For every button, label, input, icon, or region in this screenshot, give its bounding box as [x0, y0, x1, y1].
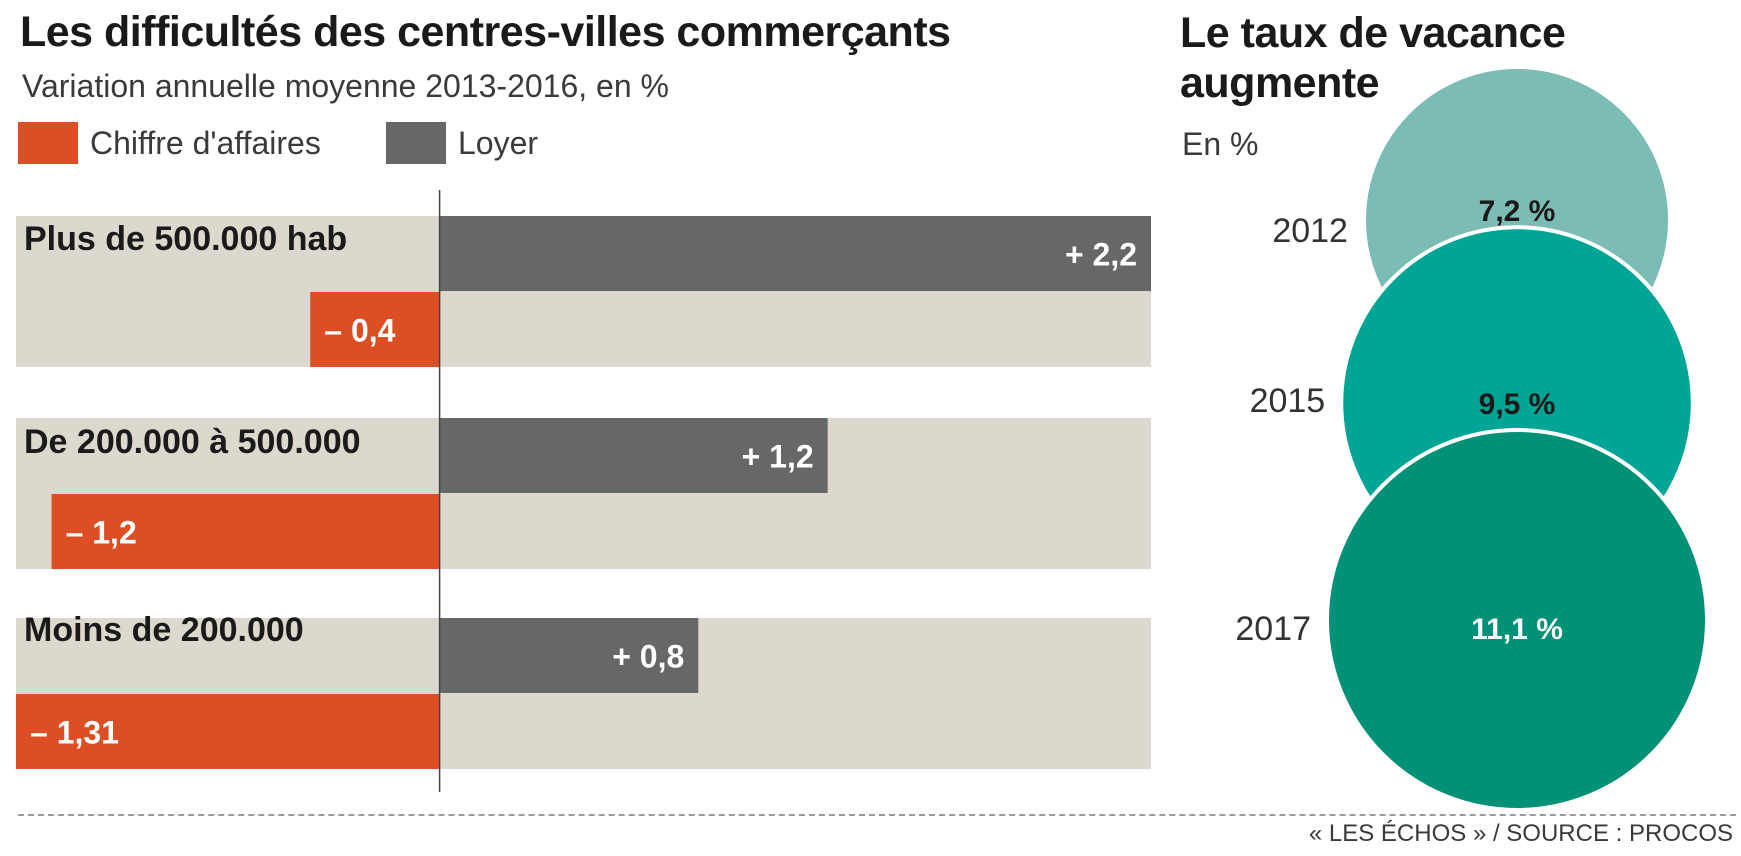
- bubble-chart-title: Le taux de vacance augmente: [1180, 8, 1566, 108]
- bar-chiffre-affaires-group-3: [16, 694, 440, 769]
- bar-chiffre-affaires-group-2: [51, 494, 440, 569]
- bubble-chart-unit: En %: [1182, 126, 1259, 162]
- legend-label-chiffre-affaires: Chiffre d'affaires: [90, 124, 321, 161]
- bubble-value-2015: 9,5 %: [1479, 388, 1556, 421]
- bar-chart: + 2,2 – 0,4 Plus de 500.000 hab + 1,2 – 1,2 D…: [16, 190, 1151, 792]
- legend-item-loyer: Loyer: [386, 122, 538, 164]
- year-label-2017: 2017: [1235, 610, 1311, 648]
- legend-item-chiffre-affaires: Chiffre d'affaires: [18, 122, 321, 164]
- source-credit: « LES ÉCHOS » / SOURCE : PROCOS: [1308, 820, 1733, 847]
- data-label-loyer-group-3: + 0,8: [612, 639, 684, 675]
- data-label-chiffre-affaires-group-2: – 1,2: [66, 515, 137, 551]
- footer-separator: [18, 814, 1736, 816]
- legend-swatch-chiffre-affaires: [18, 122, 78, 164]
- bubble-chart: 2012 7,2 % 2015 9,5 % 2017 11,1 %: [1235, 64, 1709, 810]
- year-label-2012: 2012: [1272, 212, 1348, 250]
- bar-loyer-group-1: [439, 216, 1151, 291]
- bubble-value-2012: 7,2 %: [1479, 195, 1556, 228]
- chart-subtitle: Variation annuelle moyenne 2013-2016, en…: [22, 68, 669, 104]
- bubble-chart-title-line2: augmente: [1180, 59, 1380, 107]
- data-label-chiffre-affaires-group-1: – 0,4: [324, 313, 395, 349]
- bar-chiffre-affaires-group-1: [310, 292, 440, 367]
- category-label-group-3: Moins de 200.000: [24, 611, 304, 649]
- chart-title: Les difficultés des centres-villes comme…: [20, 8, 951, 56]
- category-label-group-2: De 200.000 à 500.000: [24, 423, 361, 461]
- data-label-loyer-group-1: + 2,2: [1065, 237, 1137, 273]
- data-label-chiffre-affaires-group-3: – 1,31: [30, 715, 119, 751]
- legend-label-loyer: Loyer: [458, 124, 539, 161]
- bubble-2017: [1325, 428, 1709, 810]
- category-label-group-1: Plus de 500.000 hab: [24, 220, 347, 258]
- bubble-value-2017: 11,1 %: [1471, 613, 1563, 646]
- bubble-chart-title-line1: Le taux de vacance: [1180, 9, 1566, 57]
- year-label-2015: 2015: [1250, 382, 1326, 420]
- bar-loyer-group-2: [439, 418, 828, 493]
- data-label-loyer-group-2: + 1,2: [742, 439, 814, 475]
- bar-loyer-group-3: [439, 618, 699, 693]
- legend-swatch-loyer: [386, 122, 446, 164]
